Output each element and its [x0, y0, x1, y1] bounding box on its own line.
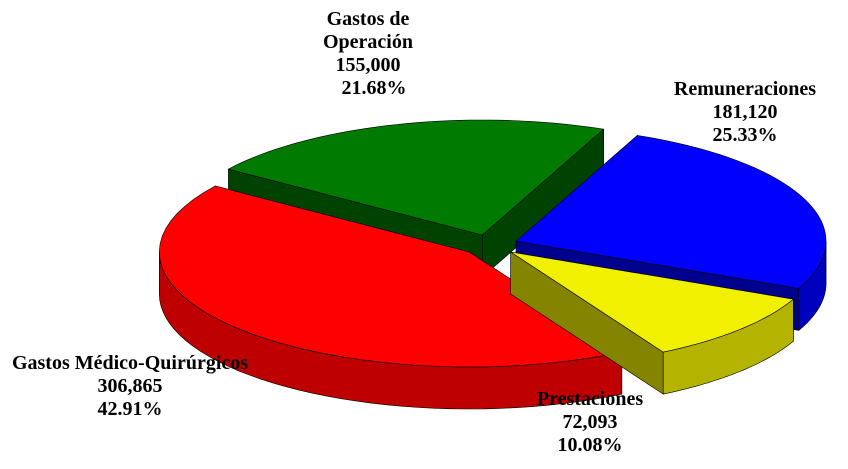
slice-label: Remuneraciones 181,120 25.33%	[645, 78, 845, 147]
category-label: Gastos de Operación	[323, 8, 413, 53]
percent-label: 25.33%	[712, 124, 778, 146]
amount-label: 72,093	[562, 411, 618, 433]
category-label: Prestaciones	[536, 388, 644, 410]
slice-label: Gastos Médico-Quirúrgicos 306,865 42.91%	[10, 352, 250, 421]
percent-label: 10.08%	[557, 434, 623, 456]
amount-label: 155,000	[335, 54, 401, 76]
percent-label: 21.68%	[341, 77, 407, 99]
slice-label: Prestaciones 72,093 10.08%	[500, 388, 680, 457]
amount-label: 306,865	[97, 375, 163, 397]
category-label: Remuneraciones	[673, 78, 817, 100]
slice	[515, 135, 827, 289]
slice	[510, 251, 795, 353]
category-label: Gastos Médico-Quirúrgicos	[11, 352, 249, 374]
percent-label: 42.91%	[97, 398, 163, 420]
amount-label: 181,120	[712, 101, 778, 123]
slice-label: Gastos de Operación 155,000 21.68%	[298, 8, 438, 100]
slice	[158, 185, 623, 368]
slice	[227, 119, 605, 236]
